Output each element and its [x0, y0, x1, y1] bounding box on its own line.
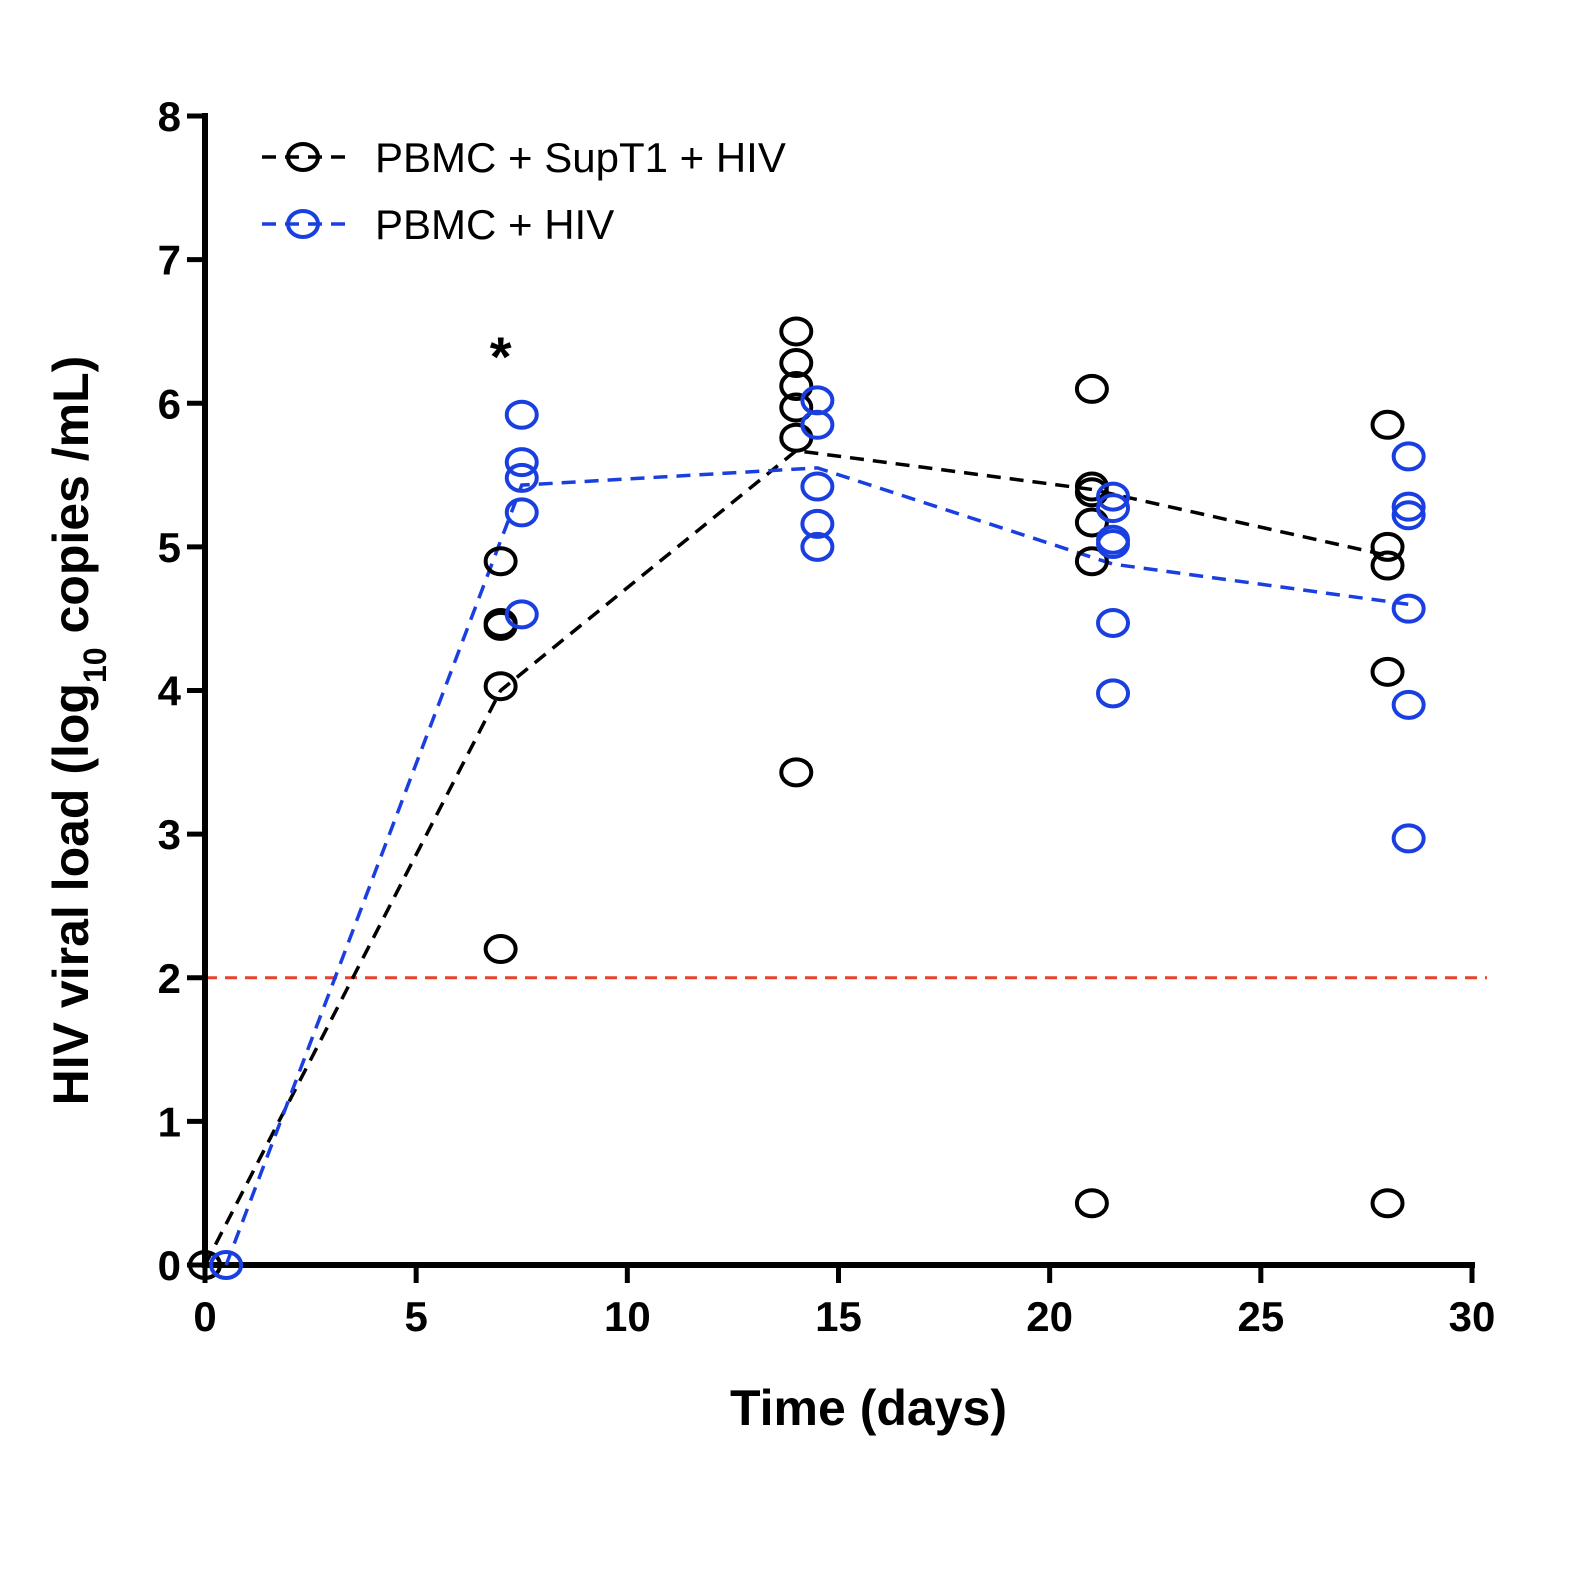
data-point-series-0 [1370, 409, 1405, 440]
y-tick-label: 1 [158, 1098, 181, 1145]
x-tick-label: 25 [1237, 1293, 1284, 1340]
data-point-series-1 [800, 409, 835, 440]
data-point-series-1 [1391, 689, 1426, 720]
x-tick-label: 0 [193, 1293, 216, 1340]
legend-entry-pbmc: PBMC + HIV [262, 201, 614, 248]
data-point-series-1 [800, 471, 835, 502]
data-point-series-0 [483, 546, 518, 577]
legend-label-pbmc: PBMC + HIV [375, 201, 614, 248]
data-point-series-0 [779, 422, 814, 453]
data-point-series-1 [1391, 593, 1426, 624]
data-point-series-0 [1074, 373, 1109, 404]
mean-line-series-1 [224, 466, 1409, 1266]
mean-lines [203, 448, 1409, 1266]
data-point-series-1 [1391, 441, 1426, 472]
y-tick-label: 3 [158, 811, 181, 858]
y-axis-title: HIV viral load (log10 copies /mL) [43, 356, 113, 1106]
significance-asterisk: * [490, 325, 512, 388]
y-tick-label: 2 [158, 955, 181, 1002]
data-point-series-1 [1391, 491, 1426, 522]
data-point-series-1 [504, 462, 539, 493]
data-point-series-0 [1074, 507, 1109, 538]
y-tick-label: 6 [158, 380, 181, 427]
data-point-series-1 [1096, 529, 1131, 560]
y-axis-title-main: HIV viral load (log [43, 683, 99, 1105]
data-points [188, 316, 1426, 1280]
data-point-series-0 [1370, 656, 1405, 687]
data-point-series-0 [779, 392, 814, 423]
data-point-series-0 [779, 348, 814, 379]
data-point-series-1 [1096, 493, 1131, 524]
y-tick-label: 0 [158, 1242, 181, 1289]
data-point-series-0 [1074, 1188, 1109, 1219]
y-axis-title-subscript: 10 [77, 647, 113, 683]
data-point-series-1 [504, 447, 539, 478]
data-point-series-0 [1074, 546, 1109, 577]
y-tick-label: 4 [158, 668, 182, 715]
data-point-series-0 [188, 1250, 222, 1280]
data-point-series-0 [779, 371, 814, 402]
data-point-series-1 [800, 508, 835, 539]
axes [202, 113, 1475, 1268]
legend-marker-pbmc [286, 209, 320, 239]
x-tick-label: 15 [815, 1293, 862, 1340]
mean-line-series-0 [203, 448, 1388, 1266]
data-point-series-1 [209, 1250, 244, 1280]
data-point-series-1 [1391, 823, 1426, 854]
data-point-series-1 [800, 531, 835, 562]
x-tick-label: 5 [404, 1293, 427, 1340]
x-tick-label: 30 [1449, 1293, 1496, 1340]
data-point-series-0 [1074, 477, 1109, 508]
data-point-series-1 [1096, 678, 1131, 709]
x-axis-title: Time (days) [730, 1380, 1007, 1436]
x-tick-label: 10 [604, 1293, 651, 1340]
data-point-series-1 [1096, 481, 1131, 512]
data-point-series-0 [1370, 1188, 1405, 1219]
y-tick-label: 8 [158, 93, 181, 140]
y-tick-label: 5 [158, 524, 181, 571]
data-point-series-1 [1391, 500, 1426, 531]
data-point-series-1 [1096, 607, 1131, 638]
data-point-series-1 [504, 399, 539, 430]
legend-marker-supt1 [286, 142, 320, 172]
data-point-series-1 [504, 497, 539, 528]
legend-entry-supt1: PBMC + SupT1 + HIV [262, 134, 786, 181]
data-point-series-0 [483, 671, 518, 702]
legend-label-supt1: PBMC + SupT1 + HIV [375, 134, 786, 181]
data-point-series-0 [1370, 531, 1405, 562]
y-tick-label: 7 [158, 237, 181, 284]
x-tick-label: 20 [1026, 1293, 1073, 1340]
y-axis-title-tail: copies /mL) [43, 356, 99, 648]
tick-marks-and-labels: 0 1 2 3 4 5 6 7 8 0 5 10 15 20 25 30 [158, 93, 1496, 1340]
data-point-series-0 [1370, 550, 1405, 581]
legend: PBMC + SupT1 + HIV PBMC + HIV [262, 134, 786, 248]
data-point-series-1 [504, 599, 539, 630]
data-point-series-0 [779, 316, 814, 347]
data-point-series-0 [779, 757, 814, 788]
data-point-series-0 [483, 934, 518, 965]
